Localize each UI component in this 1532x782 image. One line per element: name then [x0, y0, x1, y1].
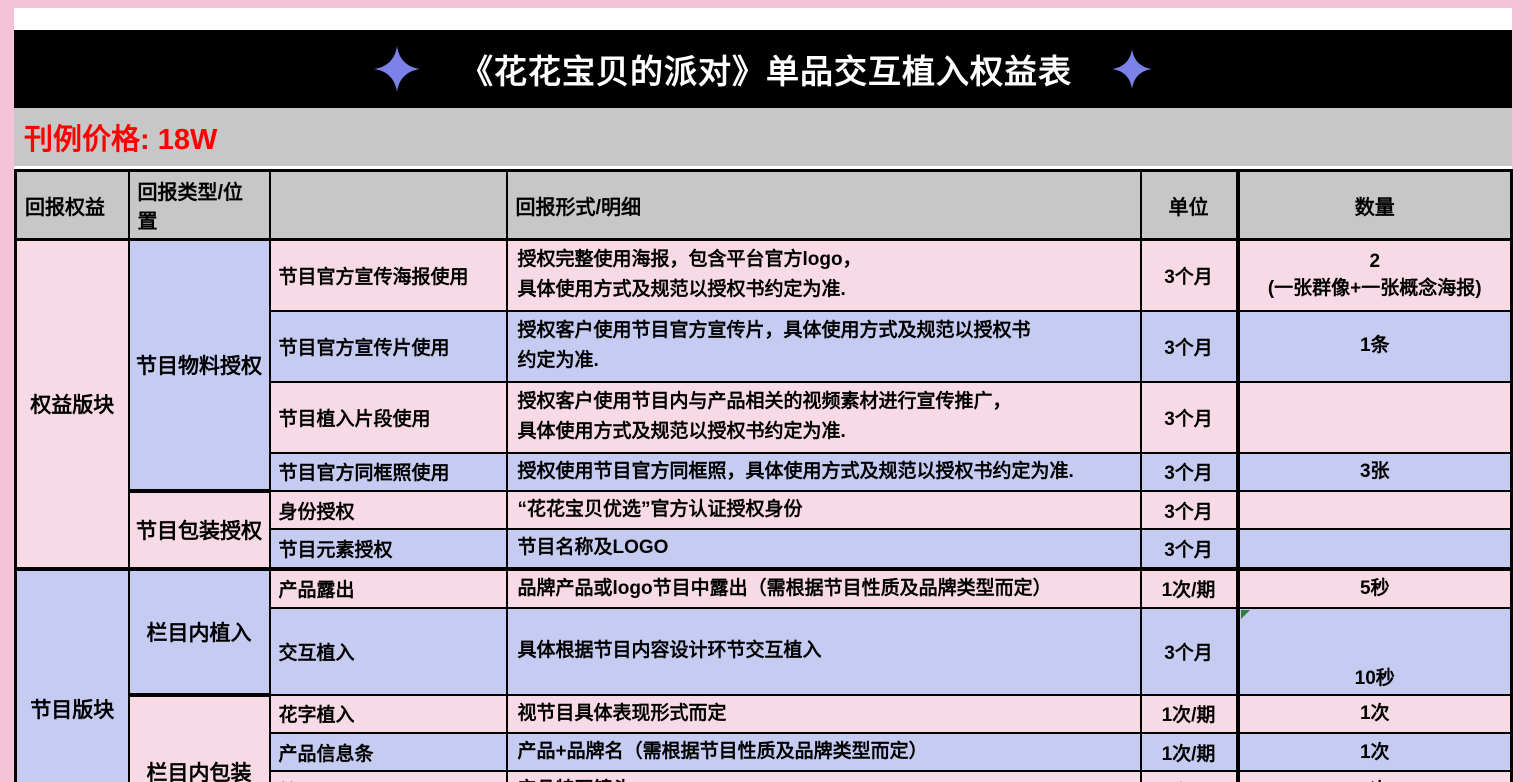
table-row: 节目元素授权 节目名称及LOGO 3个月 — [16, 528, 1513, 570]
cell-unit: 1次/期 — [1139, 693, 1239, 735]
header-unit: 单位 — [1139, 169, 1239, 241]
cell-item: 节目官方宣传片使用 — [268, 309, 508, 383]
table-row: 节目官方同框照使用 授权使用节目官方同框照，具体使用方式及规范以授权书约定为准.… — [16, 451, 1513, 492]
cell-detail: 具体根据节目内容设计环节交互植入 — [505, 607, 1142, 696]
cell-detail: 授权使用节目官方同框照，具体使用方式及规范以授权书约定为准. — [505, 451, 1142, 492]
cell-detail: 授权完整使用海报，包含平台官方logo， 具体使用方式及规范以授权书约定为准. — [505, 238, 1142, 312]
row-group-packaging-auth: 节目包装授权 — [127, 489, 271, 570]
header-benefit: 回报权益 — [14, 169, 130, 241]
cell-unit: 3个月 — [1139, 451, 1239, 492]
table-row: 权益版块 节目物料授权 节目官方宣传海报使用 授权完整使用海报，包含平台官方lo… — [14, 238, 1513, 570]
header-type-position: 回报类型/位置 — [127, 169, 271, 241]
table-row: 节目植入片段使用 授权客户使用节目内与产品相关的视频素材进行宣传推广， 具体使用… — [16, 380, 1513, 454]
header-quantity: 数量 — [1235, 169, 1513, 241]
table-row: 交互植入 具体根据节目内容设计环节交互植入 3个月 10秒 — [16, 607, 1513, 696]
page-title: 《花花宝贝的派对》单品交互植入权益表 — [460, 53, 1072, 90]
cell-qty: 5秒 — [1235, 566, 1513, 610]
cell-unit: 1次/期 — [1139, 732, 1239, 773]
cell-qty — [1235, 380, 1513, 454]
title-bar: 《花花宝贝的派对》单品交互植入权益表 — [14, 30, 1512, 108]
cell-qty: 2 (一张群像+一张概念海报) — [1235, 238, 1513, 312]
cell-item: 特写 — [268, 770, 508, 782]
cell-unit: 1次/期 — [1139, 566, 1239, 610]
cell-unit: 3个月 — [1139, 380, 1239, 454]
sparkle-icon — [374, 46, 420, 92]
cell-unit: 1次/期 — [1139, 770, 1239, 782]
cell-qty: 1次 — [1235, 770, 1513, 782]
row-group-program-block: 节目版块 — [14, 566, 130, 782]
cell-qty: 1次 — [1235, 732, 1513, 773]
cell-unit: 3个月 — [1139, 309, 1239, 383]
table-row: 节目官方宣传片使用 授权客户使用节目官方宣传片，具体使用方式及规范以授权书 约定… — [16, 309, 1513, 383]
row-group-in-column-placement: 栏目内植入 — [127, 566, 271, 697]
cell-item: 节目官方宣传海报使用 — [268, 238, 508, 312]
cell-unit: 3个月 — [1139, 607, 1239, 696]
header-row: 回报权益 回报类型/位置 回报形式/明细 单位 数量 — [14, 169, 1513, 241]
cell-detail: 授权客户使用节目官方宣传片，具体使用方式及规范以授权书 约定为准. — [505, 309, 1142, 383]
cell-qty-text: 10秒 — [1354, 668, 1395, 690]
comment-marker-icon — [1241, 610, 1250, 620]
table-row: 节目版块 栏目内植入 产品露出 品牌产品或logo节目中露出（需根据节目性质及品… — [14, 566, 1513, 782]
benefits-table: 回报权益 回报类型/位置 回报形式/明细 单位 数量 权益版块 节目物料授权 节… — [14, 169, 1513, 782]
table-row: 产品信息条 产品+品牌名（需根据节目性质及品牌类型而定） 1次/期 1次 — [16, 732, 1513, 773]
cell-unit: 3个月 — [1139, 238, 1239, 312]
cell-qty — [1235, 489, 1513, 531]
cell-qty: 1条 — [1235, 309, 1513, 383]
cell-item: 身份授权 — [268, 489, 508, 531]
cell-detail: 视节目具体表现形式而定 — [505, 693, 1142, 735]
cell-item: 花字植入 — [268, 693, 508, 735]
cell-item: 交互植入 — [268, 607, 508, 696]
cell-detail: “花花宝贝优选”官方认证授权身份 — [505, 489, 1142, 531]
row-group-material-auth: 节目物料授权 — [127, 238, 271, 493]
table-row: 特写 产品特写镜头 1次/期 1次 — [16, 770, 1513, 782]
cell-qty — [1235, 528, 1513, 570]
cell-detail: 品牌产品或logo节目中露出（需根据节目性质及品牌类型而定） — [505, 566, 1142, 610]
cell-item: 产品信息条 — [268, 732, 508, 773]
cell-detail: 授权客户使用节目内与产品相关的视频素材进行宣传推广， 具体使用方式及规范以授权书… — [505, 380, 1142, 454]
price-label: 刊例价格: 18W — [24, 124, 218, 156]
price-bar: 刊例价格: 18W — [14, 108, 1512, 166]
cell-detail: 节目名称及LOGO — [505, 528, 1142, 570]
header-blank — [268, 169, 508, 241]
cell-item: 产品露出 — [268, 566, 508, 610]
cell-unit: 3个月 — [1139, 528, 1239, 570]
cell-qty: 3张 — [1235, 451, 1513, 492]
row-group-benefit-block: 权益版块 — [14, 238, 130, 570]
cell-detail: 产品+品牌名（需根据节目性质及品牌类型而定） — [505, 732, 1142, 773]
header-form-detail: 回报形式/明细 — [505, 169, 1142, 241]
table-row: 节目包装授权 身份授权 “花花宝贝优选”官方认证授权身份 3个月 — [16, 489, 1513, 570]
cell-item: 节目官方同框照使用 — [268, 451, 508, 492]
cell-unit: 3个月 — [1139, 489, 1239, 531]
content-area: 《花花宝贝的派对》单品交互植入权益表 刊例价格: 18W 回报权益 回报类型/位… — [14, 8, 1513, 782]
cell-item: 节目元素授权 — [268, 528, 508, 570]
row-group-in-column-packaging: 栏目内包装 — [127, 693, 271, 782]
cell-qty: 10秒 — [1235, 607, 1513, 696]
sparkle-icon — [1112, 49, 1152, 89]
cell-detail: 产品特写镜头 — [505, 770, 1142, 782]
cell-qty: 1次 — [1235, 693, 1513, 735]
table-row: 栏目内包装 花字植入 视节目具体表现形式而定 1次/期 1次 — [16, 693, 1513, 782]
cell-item: 节目植入片段使用 — [268, 380, 508, 454]
